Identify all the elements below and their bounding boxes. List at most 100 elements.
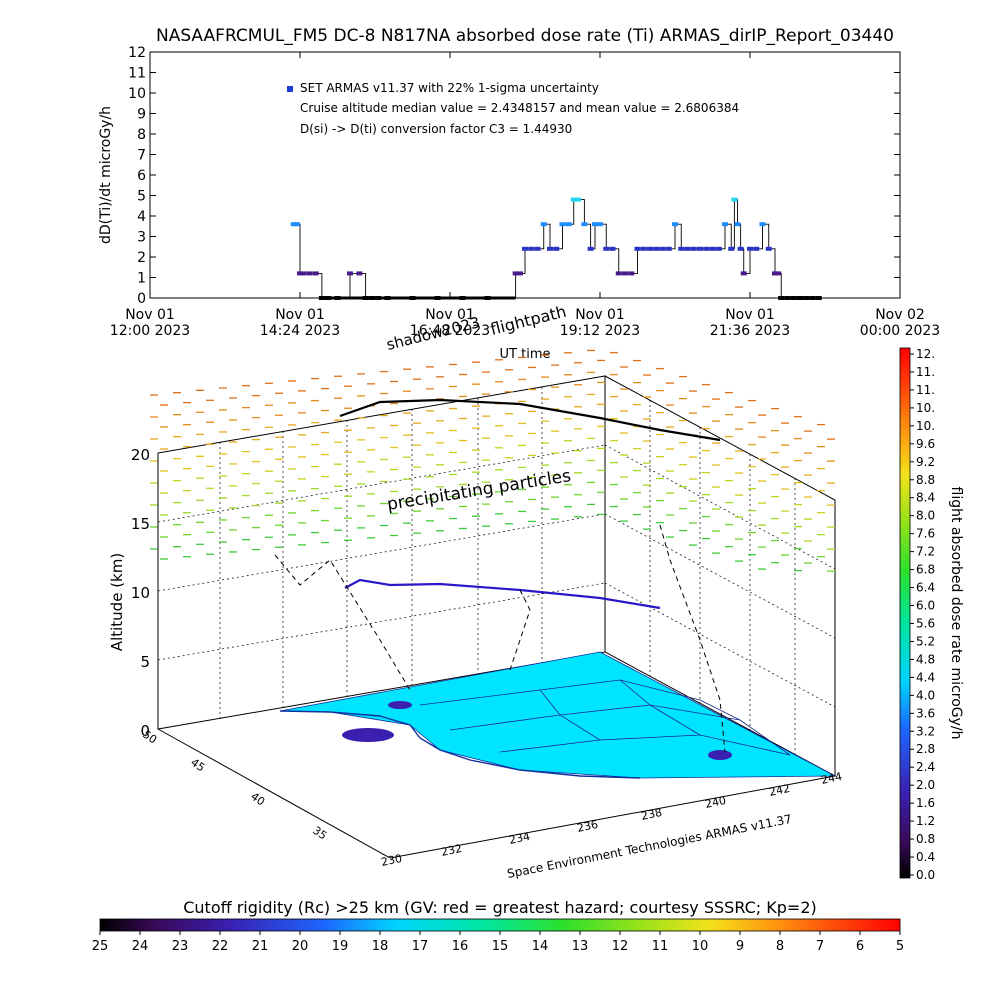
data-point [325,296,332,300]
lat-ticks: 50 45 40 35 [140,728,329,843]
data-point [731,197,738,202]
data-point [784,296,791,300]
lat-tick-label: 45 [188,756,207,775]
data-point [592,222,598,227]
dose-tick-label: 10. [916,419,935,433]
rigidity-tick-label: 5 [896,939,904,954]
flightpath-3d [274,398,726,753]
rigidity-tick-label: 21 [252,939,269,954]
data-point [570,197,577,202]
dose-tick-label: 3.6 [916,706,935,720]
dose-colorbar: 12. 11. 11. 10. 10. 9.6 9.2 8.8 8.4 8.0 7.6 7.2 6.8 6… [899,347,964,882]
rigidity-tick-label: 12 [612,939,629,954]
data-point [368,296,375,300]
data-point [375,296,382,300]
data-point [803,296,810,300]
dose-tick-label: 0.8 [916,832,935,846]
data-point [547,246,553,251]
coastline [279,710,641,779]
rigidity-tick-label: 14 [532,939,549,954]
data-point [297,271,303,276]
dose-series [290,197,822,300]
rigidity-tick-label: 19 [332,939,349,954]
z-tick-label: 15 [131,515,150,533]
dose-tick-label: 1.6 [916,796,935,810]
rigidity-tick-label: 6 [856,939,864,954]
data-point [640,246,647,251]
precipitating-particles-haze [150,349,835,572]
data-point [722,222,728,227]
y-tick-label: 8 [137,127,146,143]
dose-tick-label: 4.0 [916,688,935,702]
lon-tick-label: 236 [576,818,599,835]
rigidity-colorbar-label: Cutoff rigidity (Rc) >25 km (GV: red = g… [183,898,817,917]
y-tick-label: 9 [137,107,146,123]
data-point [747,246,753,251]
dose-tick-label: 5.2 [916,634,935,648]
lon-tick-label: 240 [704,794,727,811]
data-point [715,246,722,251]
data-point [659,246,666,251]
credit-text: Space Environment Technologies ARMAS v11… [506,812,793,881]
y-axis-label: dD(Ti)/dt microGy/h [98,106,114,244]
x-tick-label-date: Nov 01 [425,307,475,323]
dose-tick-label: 6.0 [916,599,935,613]
data-point [759,222,766,227]
data-point [312,271,319,276]
data-point [603,246,610,251]
data-point [459,296,466,300]
floor-dark-patches [342,701,732,760]
data-point [615,271,622,276]
rigidity-colorbar-ticks: 25 24 23 22 21 20 19 18 17 16 15 14 13 12 11 10 9 8 7 6 5 [92,931,904,954]
flightpath-descent [659,524,726,753]
data-point [703,246,710,251]
lon-tick-label: 234 [508,830,531,847]
lat-tick-label: 35 [310,824,329,843]
legend-line-3: D(si) -> D(ti) conversion factor C3 = 1.… [300,122,572,136]
lon-tick-label: 230 [380,852,403,869]
lon-axis [389,775,836,859]
dose-tick-label: 8.0 [916,509,935,523]
dose-tick-label: 12. [916,347,935,361]
dose-tick-label: 8.8 [916,473,935,487]
flightpath-shadow [274,554,411,691]
dose-tick-label: 0.4 [916,850,935,864]
rigidity-tick-label: 13 [572,939,589,954]
z-ticks: 0 5 10 15 20 [131,446,150,740]
rigidity-tick-label: 18 [372,939,389,954]
data-point [306,271,313,276]
dose-tick-label: 9.6 [916,437,935,451]
flightpath-high [339,398,721,442]
y-tick-label: 12 [128,45,146,61]
rigidity-tick-label: 24 [132,939,149,954]
rigidity-tick-label: 20 [292,939,309,954]
flight-3d-panel: 0 5 10 15 20 Altitude (km) 50 45 40 35 2… [108,302,843,881]
data-point [775,271,782,276]
rigidity-tick-label: 9 [736,939,744,954]
rigidity-tick-label: 17 [412,939,429,954]
lon-tick-label: 232 [440,842,463,859]
dose-tick-label: 11. [916,383,935,397]
data-point [534,246,541,251]
dose-tick-label: 4.8 [916,652,935,666]
x-tick-label-date: Nov 01 [125,307,175,323]
legend-marker [287,86,293,92]
dose-tick-label: 2.0 [916,778,935,792]
data-point [362,296,369,300]
lat-tick-label: 40 [248,790,267,809]
dose-tick-label: 11. [916,365,935,379]
data-point [528,246,535,251]
wall-grid [157,387,836,754]
x-tick-label-date: Nov 01 [725,307,775,323]
data-point [356,271,363,276]
data-point [797,296,803,300]
data-point [293,222,300,227]
dose-tick-label: 8.4 [916,491,935,505]
x-tick-label-date: Nov 01 [275,307,325,323]
data-point [815,296,822,300]
data-point [728,246,735,251]
data-point [697,246,703,251]
chart-title: NASAAFRCMUL_FM5 DC-8 N817NA absorbed dos… [156,26,894,46]
